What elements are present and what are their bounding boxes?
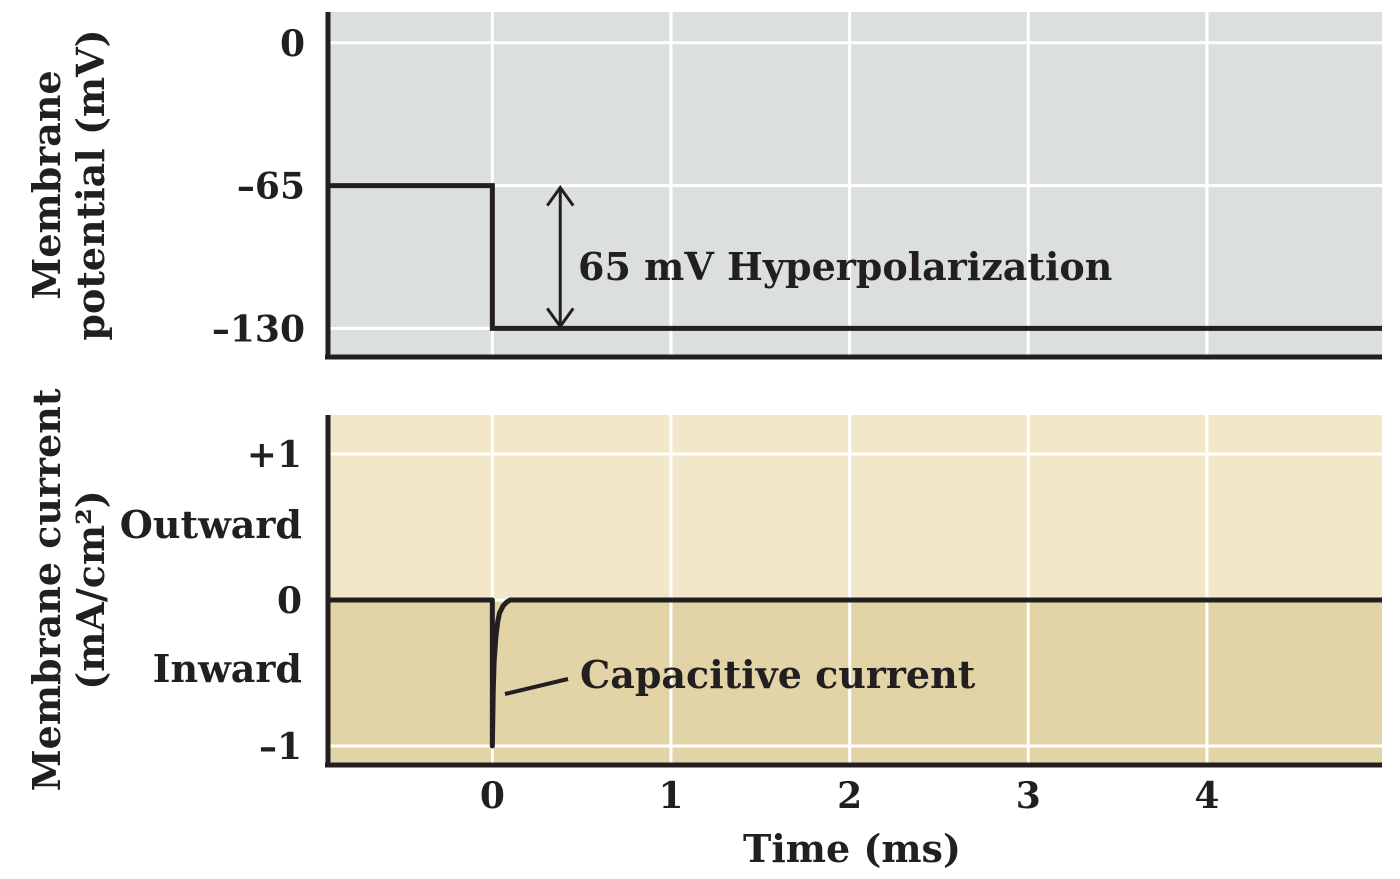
capacitive-current-annotation: Capacitive current	[580, 652, 976, 697]
x-tick-label: 4	[1194, 775, 1219, 817]
x-tick-label: 1	[658, 775, 683, 817]
y-tick-label: –65	[237, 166, 305, 208]
arrow-head-up	[546, 185, 575, 207]
x-axis-label: Time (ms)	[743, 826, 961, 871]
y-tick-label: 0	[280, 23, 305, 65]
hyperpolarization-annotation: 65 mV Hyperpolarization	[578, 244, 1112, 289]
y-axis-label-line: potential (mV)	[68, 29, 113, 340]
y-tick-label: +1	[247, 434, 302, 476]
outward-label: Outward	[120, 502, 302, 547]
outward-region	[328, 415, 1382, 600]
y-tick-label: –130	[212, 308, 305, 350]
y-axis-label-line: Membrane current	[24, 388, 69, 791]
y-axis-label: Membranepotential (mV)	[24, 29, 113, 340]
membrane-potential-line	[328, 183, 1382, 331]
y-tick-label: –1	[259, 726, 302, 768]
arrow-head-down	[546, 307, 575, 329]
y-axis-label: Membrane current(mA/cm²)	[24, 388, 113, 791]
x-tick-label: 0	[480, 775, 505, 817]
y-axis-label-line: Membrane	[24, 70, 69, 299]
membrane-potential-panel: 0 –65 –130 65 mV Hyperpolarization Membranep…	[24, 12, 1382, 360]
y-axis-label-line: (mA/cm²)	[68, 490, 113, 690]
membrane-current-panel: 0 1 2 3 4 +1 0 –1 Outward Inward Capacitive curren…	[24, 388, 1382, 871]
inward-label: Inward	[153, 646, 302, 691]
membrane-current-line	[328, 597, 1382, 749]
annotation-leader-line	[504, 677, 569, 696]
y-tick-label: 0	[277, 580, 302, 622]
x-tick-label: 2	[837, 775, 862, 817]
x-tick-label: 3	[1016, 775, 1041, 817]
